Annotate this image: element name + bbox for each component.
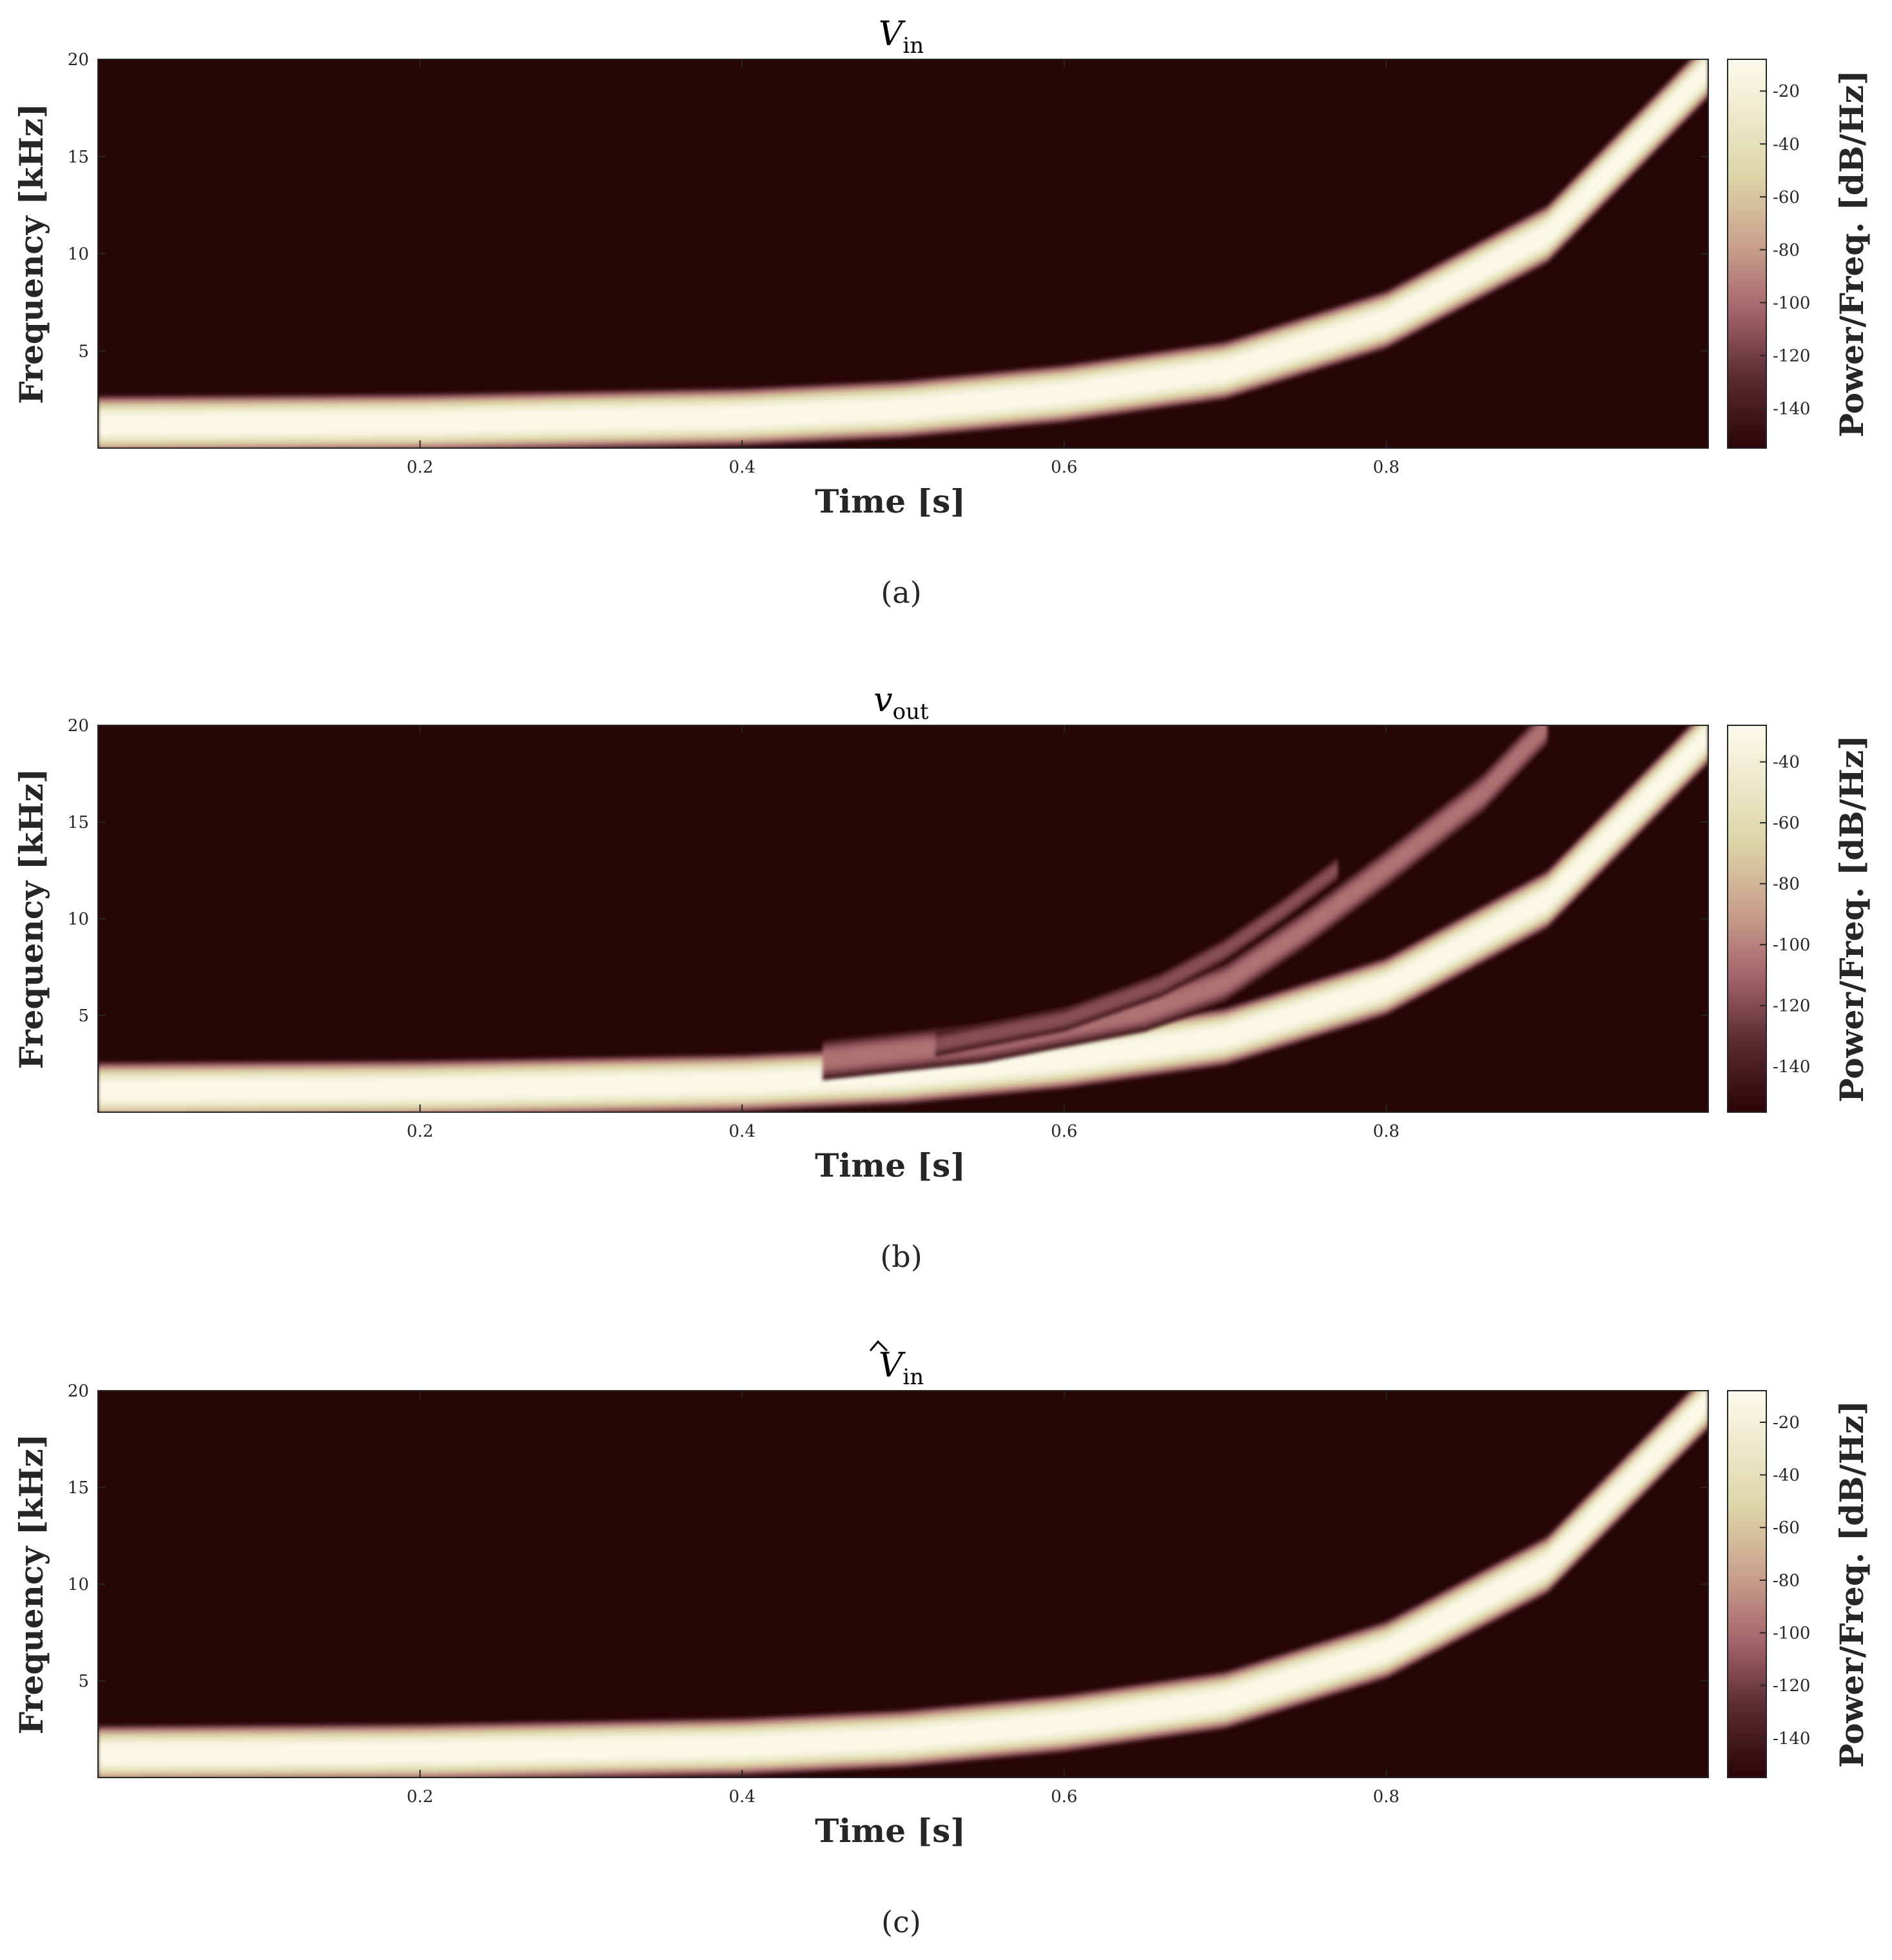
colorbar-tick-label: -40 [1773, 1466, 1800, 1485]
title-symbol: v [873, 681, 892, 720]
title-symbol: V [879, 15, 906, 54]
ridge-harmonic [823, 725, 1548, 1081]
title-symbol: V [879, 1346, 906, 1385]
ridge-band [935, 863, 1338, 1050]
title-subscript: in [902, 33, 924, 59]
colorbar-tick-label: -80 [1773, 875, 1800, 894]
y-tick-label: 10 [68, 1575, 89, 1594]
colorbar-label: Power/Freq. [dB/Hz] [1833, 1400, 1871, 1768]
colorbar-tick-label: -140 [1773, 399, 1810, 418]
x-tick-label: 0.6 [1051, 1787, 1077, 1807]
panel-title: Vin [879, 1346, 924, 1390]
x-tick-label: 0.2 [407, 1122, 433, 1141]
colorbar: -40 -60 -80 -100 -120 -140 Power/Freq. [dB/Hz] [1727, 725, 1871, 1113]
colorbar-tick-label: -140 [1773, 1729, 1810, 1749]
ridge-band [823, 725, 1548, 1065]
colorbar-tick-label: -100 [1773, 293, 1810, 313]
colorbar-tick-label: -80 [1773, 1571, 1800, 1591]
ridge-fundamental [98, 59, 1708, 448]
y-tick-label: 15 [68, 148, 89, 167]
colorbar-label: Power/Freq. [dB/Hz] [1833, 70, 1871, 437]
colorbar: -20 -40 -60 -80 -100 -120 -140 Power/Freq. [dB/… [1727, 1390, 1871, 1778]
panel-3: 0.2 0.4 0.6 0.8 5 10 15 20 Time [s] Frequency [kH… [12, 1340, 1871, 1939]
colorbar-frame [1727, 725, 1767, 1113]
y-tick-label: 15 [68, 1478, 89, 1498]
panel-1: 0.2 0.4 0.6 0.8 5 10 15 20 Time [s] Frequency [kH… [12, 15, 1871, 610]
colorbar-tick-label: -100 [1773, 1624, 1810, 1643]
y-tick-label: 10 [68, 245, 89, 264]
x-axis-label: Time [s] [815, 482, 966, 520]
x-tick-label: 0.8 [1373, 1787, 1399, 1807]
colorbar-gradient [1728, 725, 1766, 1112]
colorbar-tick-label: -60 [1773, 1518, 1800, 1538]
spectrogram-area [98, 59, 1708, 448]
colorbar-gradient [1728, 1391, 1766, 1778]
ridge-band [98, 62, 1708, 432]
colorbar-tick-label: -20 [1773, 82, 1800, 101]
y-axis-label: Frequency [kHz] [12, 103, 50, 404]
y-tick-label: 5 [78, 1006, 89, 1026]
colorbar-tick-label: -120 [1773, 997, 1810, 1016]
colorbar-tick-label: -120 [1773, 346, 1810, 366]
x-tick-label: 0.6 [1051, 1122, 1077, 1141]
x-tick-label: 0.4 [729, 1787, 756, 1807]
panel-caption: (a) [881, 575, 921, 610]
y-tick-label: 20 [68, 716, 89, 736]
x-tick-label: 0.2 [407, 1787, 433, 1807]
colorbar-tick-label: -20 [1773, 1413, 1800, 1433]
colorbar-frame [1727, 59, 1767, 449]
colorbar-label: Power/Freq. [dB/Hz] [1833, 735, 1871, 1102]
title-hat-accent [869, 1340, 888, 1352]
colorbar-tick-label: -140 [1773, 1057, 1810, 1077]
x-tick-label: 0.4 [729, 1122, 756, 1141]
y-tick-label: 10 [68, 910, 89, 929]
x-tick-label: 0.8 [1373, 458, 1399, 477]
panel-2: 0.2 0.4 0.6 0.8 5 10 15 20 Time [s] Frequency [kH… [12, 681, 1871, 1274]
colorbar: -20 -40 -60 -80 -100 -120 -140 Power/Freq. [dB/… [1727, 59, 1871, 449]
x-tick-label: 0.6 [1051, 458, 1077, 477]
ridge-fundamental [98, 725, 1708, 1112]
x-tick-label: 0.2 [407, 458, 433, 477]
x-tick-label: 0.8 [1373, 1122, 1399, 1141]
x-axis-label: Time [s] [815, 1812, 966, 1850]
y-tick-label: 20 [68, 1382, 89, 1401]
y-tick-label: 5 [78, 1672, 89, 1691]
colorbar-gradient [1728, 59, 1766, 448]
colorbar-tick-label: -60 [1773, 814, 1800, 833]
colorbar-tick-label: -80 [1773, 240, 1800, 260]
panel-caption: (c) [881, 1905, 921, 1939]
panel-caption: (b) [880, 1239, 922, 1274]
y-axis-label: Frequency [kHz] [12, 1434, 50, 1735]
ridge-aliased-harmonic [935, 856, 1338, 1057]
colorbar-tick-label: -60 [1773, 188, 1800, 207]
spectrogram-area [98, 1391, 1708, 1778]
ridge-band [98, 1393, 1708, 1761]
x-tick-label: 0.4 [729, 458, 756, 477]
y-axis-label: Frequency [kHz] [12, 769, 50, 1070]
title-subscript: in [902, 1364, 924, 1390]
panel-title: vout [873, 681, 929, 725]
colorbar-tick-label: -120 [1773, 1676, 1810, 1696]
y-tick-label: 5 [78, 342, 89, 361]
x-axis-label: Time [s] [815, 1146, 966, 1184]
title-subscript: out [893, 699, 929, 725]
y-tick-label: 15 [68, 813, 89, 832]
panel-title: Vin [879, 15, 924, 59]
colorbar-frame [1727, 1390, 1767, 1778]
y-tick-label: 20 [68, 50, 89, 70]
ridge-fundamental [98, 1391, 1708, 1778]
spectrogram-area [98, 725, 1708, 1112]
colorbar-tick-label: -100 [1773, 936, 1810, 955]
colorbar-tick-label: -40 [1773, 753, 1800, 772]
ridge-band [98, 728, 1708, 1098]
colorbar-tick-label: -40 [1773, 135, 1800, 154]
